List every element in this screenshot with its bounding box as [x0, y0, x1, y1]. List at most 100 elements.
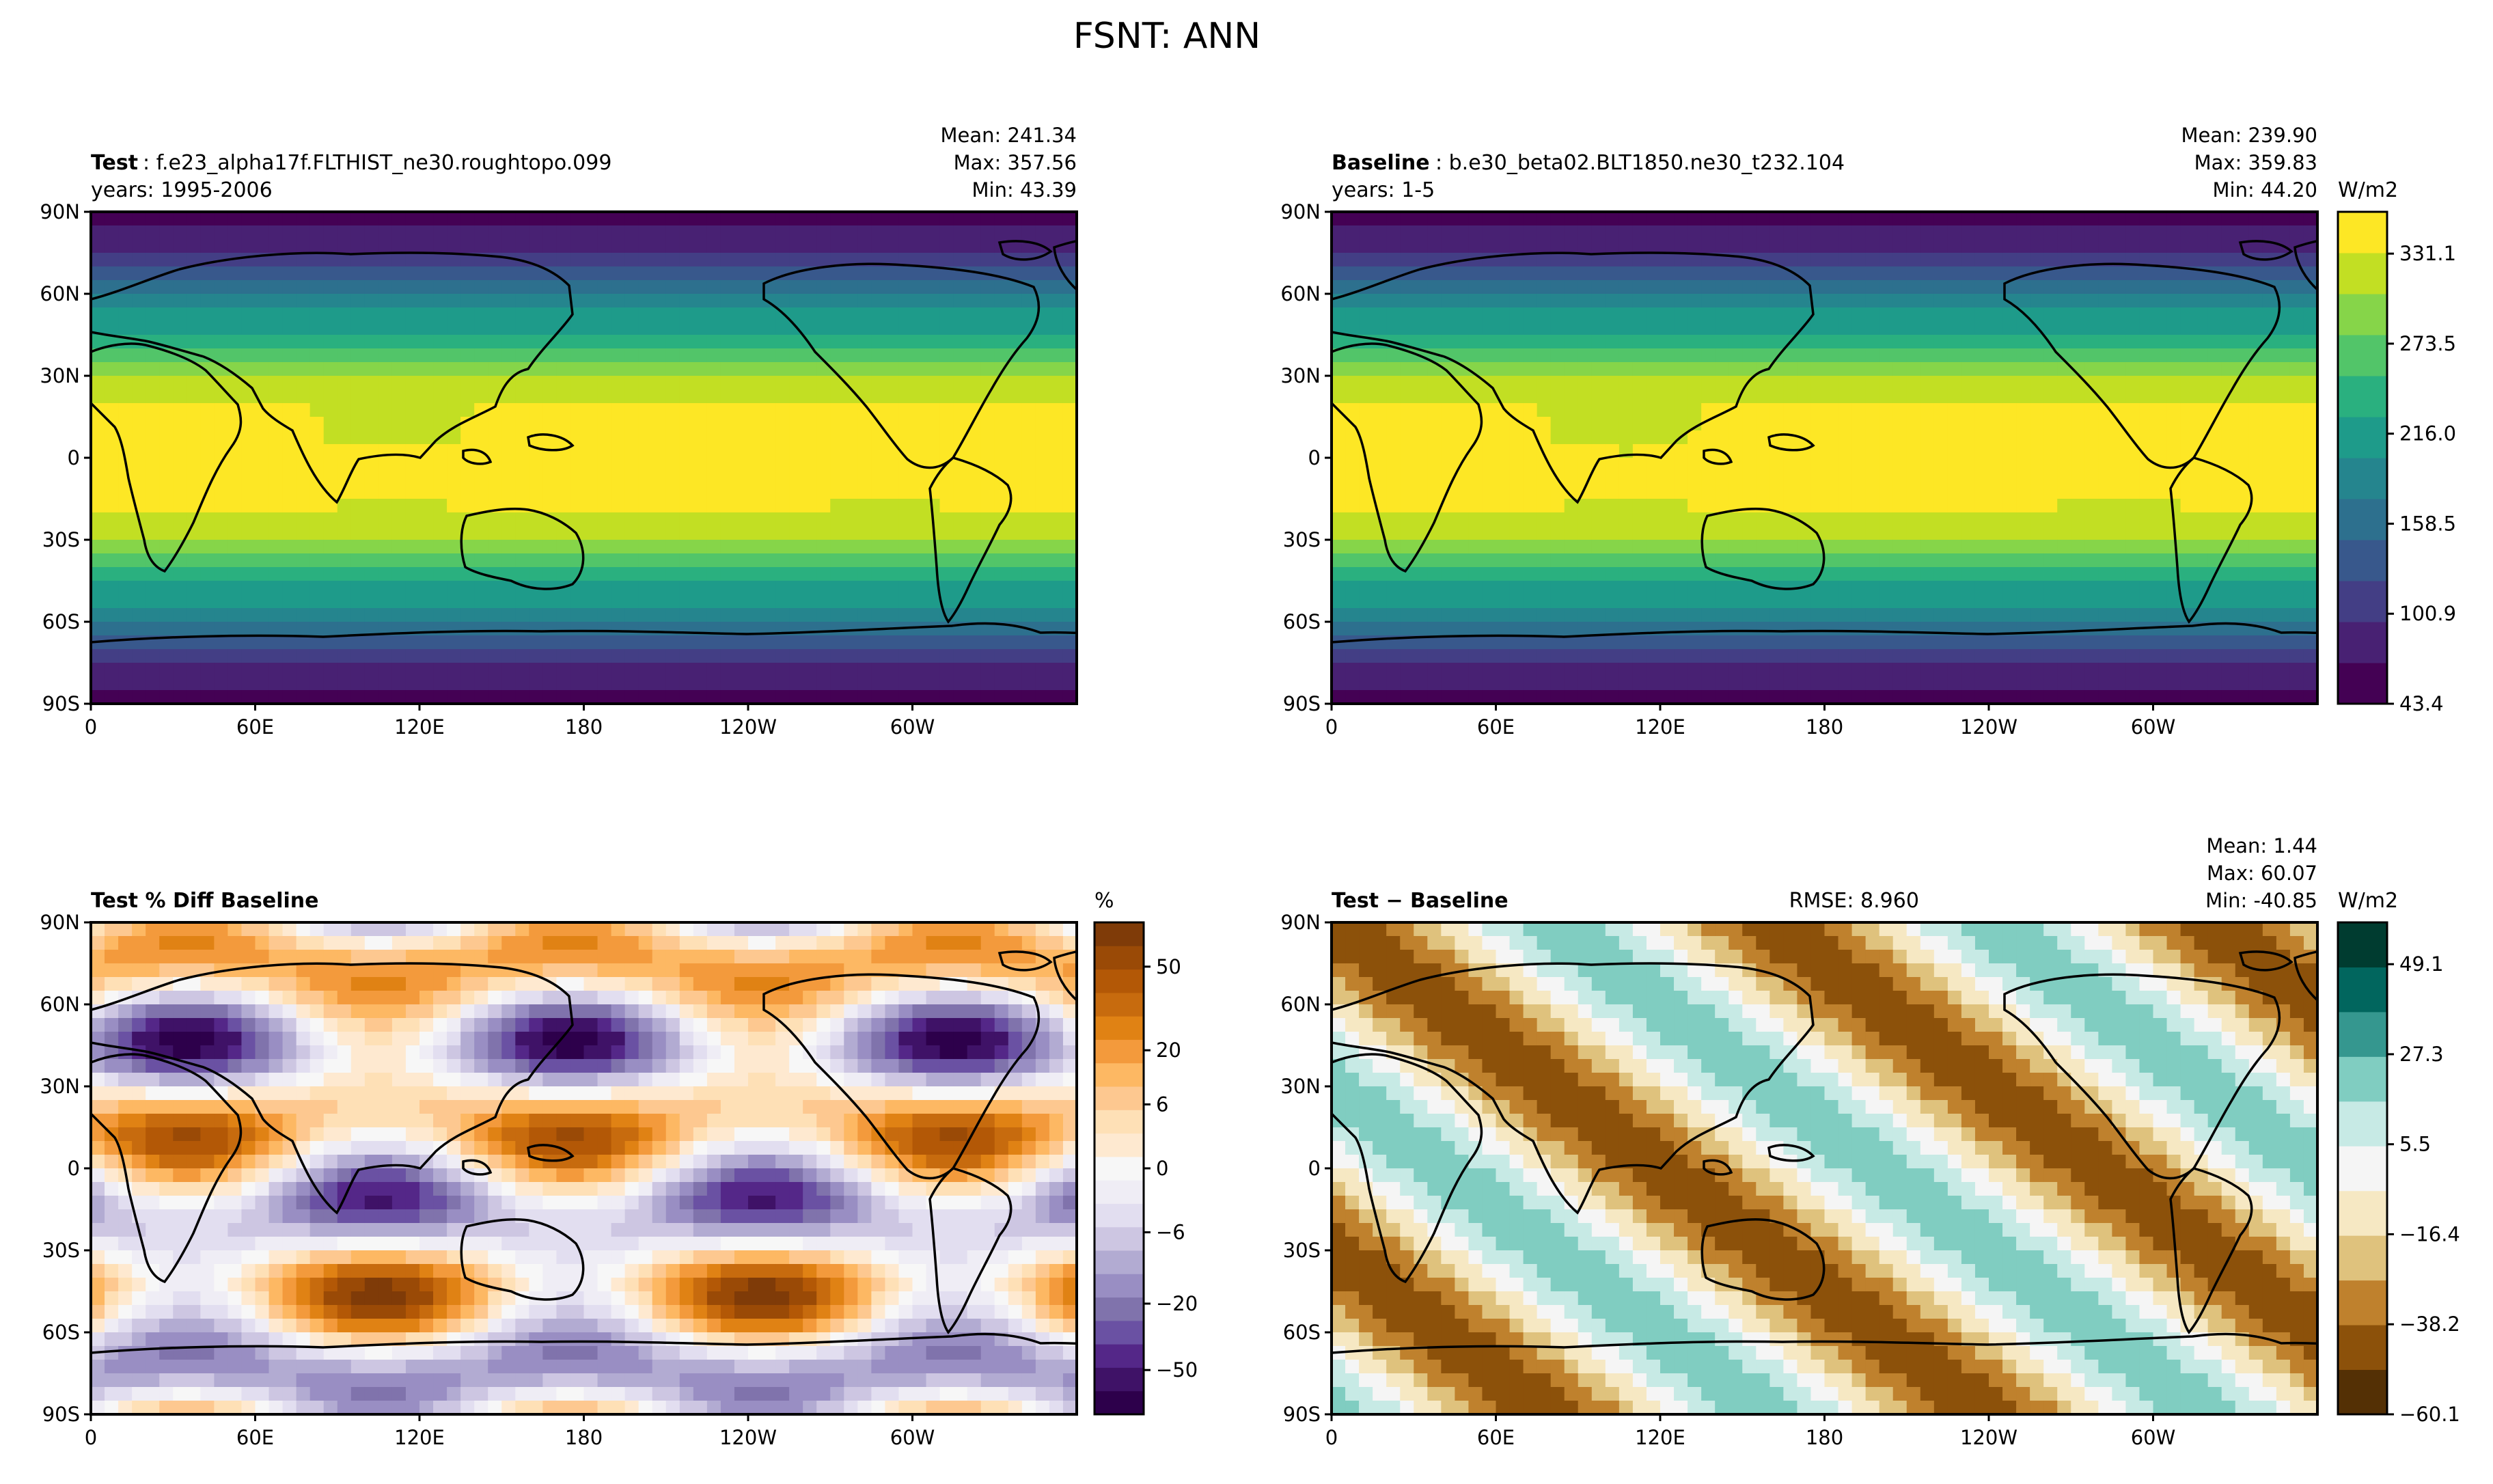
colorbar-swatch — [2338, 458, 2387, 499]
colorbar-frame — [2337, 921, 2388, 1416]
lat-tick-label: 90S — [42, 1403, 80, 1426]
colorbar-swatch — [1094, 1133, 1144, 1157]
panel-title: Test — [91, 151, 138, 175]
colorbar-swatch — [2338, 376, 2387, 417]
lat-tick-label: 60N — [1280, 993, 1321, 1016]
colorbar-swatch — [2338, 1325, 2387, 1371]
lat-tick-label: 0 — [1308, 1157, 1321, 1180]
colorbar-swatch — [1094, 1086, 1144, 1110]
lat-tick-label: 30N — [1280, 1075, 1321, 1098]
lon-tick-label: 180 — [565, 1426, 603, 1449]
stat-label: Max: 359.83 — [2194, 151, 2317, 174]
colorbar-tick-label: 100.9 — [2399, 602, 2456, 625]
colorbar-tick-label: 0 — [1156, 1157, 1168, 1180]
stat-label: Mean: 241.34 — [941, 124, 1077, 147]
colorbar-tick-label: 49.1 — [2399, 952, 2444, 976]
map-field — [1332, 212, 2317, 704]
colorbar-swatch — [1094, 1320, 1144, 1345]
panel-title: Test % Diff Baseline — [91, 889, 319, 913]
lon-tick-label: 60W — [2131, 1426, 2176, 1449]
lat-tick-label: 30N — [40, 1075, 80, 1098]
colorbar-swatch — [1094, 1226, 1144, 1251]
colorbar-swatch — [1094, 1156, 1144, 1181]
lon-tick-label: 0 — [1325, 715, 1338, 739]
lat-tick-label: 90N — [40, 200, 80, 223]
colorbar-swatch — [2338, 417, 2387, 458]
lat-tick-label: 30S — [1283, 1239, 1321, 1262]
colorbar-unit: W/m2 — [2338, 889, 2398, 913]
lat-tick-label: 30N — [40, 364, 80, 387]
colorbar-frame — [2337, 210, 2388, 705]
stat-label: Mean: 1.44 — [2206, 834, 2317, 857]
stat-label: Max: 60.07 — [2207, 862, 2317, 885]
stat-label: Max: 357.56 — [954, 151, 1077, 174]
colorbar-swatch — [2338, 1101, 2387, 1146]
panel-title: Baseline — [1332, 151, 1430, 175]
lon-tick-label: 120E — [1635, 1426, 1685, 1449]
colorbar-swatch — [1094, 1039, 1144, 1064]
lon-tick-label: 0 — [1325, 1426, 1338, 1449]
colorbar-tick-label: 20 — [1156, 1039, 1181, 1062]
lat-tick-label: 90N — [1280, 911, 1321, 934]
lon-tick-label: 0 — [85, 715, 97, 739]
lon-tick-label: 60W — [890, 1426, 935, 1449]
colorbar-tick-label: −50 — [1156, 1358, 1198, 1382]
lat-tick-label: 60S — [1283, 1321, 1321, 1344]
colorbar-1: W/m2 331.1 273.5 216.0 158.5 100.9 43.4 — [2337, 178, 2456, 715]
lat-tick-label: 60N — [40, 993, 80, 1016]
lat-tick-label: 0 — [1308, 446, 1321, 469]
colorbar-swatch — [2338, 1190, 2387, 1236]
lat-tick-label: 60S — [42, 610, 80, 633]
stat-label: Min: 44.20 — [2213, 178, 2317, 202]
stat-label: Min: -40.85 — [2205, 889, 2317, 912]
colorbar-tick-label: 331.1 — [2399, 242, 2456, 265]
lon-tick-label: 120W — [1960, 715, 2017, 739]
lon-tick-label: 180 — [565, 715, 603, 739]
colorbar-swatch — [1094, 946, 1144, 970]
case-name: : f.e23_alpha17f.FLTHIST_ne30.roughtopo.… — [143, 151, 611, 175]
colorbar-tick-label: −38.2 — [2399, 1313, 2460, 1336]
lon-tick-label: 60W — [2131, 715, 2176, 739]
colorbar-swatch — [1094, 1180, 1144, 1204]
colorbar-swatch — [2338, 294, 2387, 335]
colorbar-swatch — [1094, 1110, 1144, 1134]
lon-tick-label: 60E — [236, 715, 274, 739]
colorbar-swatch — [2338, 1011, 2387, 1057]
lon-tick-label: 120E — [1635, 715, 1685, 739]
lon-tick-label: 60E — [1477, 715, 1515, 739]
lat-tick-label: 60S — [1283, 610, 1321, 633]
colorbar-swatch — [2338, 663, 2387, 704]
lat-tick-label: 90S — [1283, 1403, 1321, 1426]
colorbar-swatch — [2338, 335, 2387, 376]
lat-tick-label: 30N — [1280, 364, 1321, 387]
colorbar-swatch — [2338, 1146, 2387, 1192]
colorbar-tick-label: −20 — [1156, 1292, 1198, 1315]
colorbar-tick-label: 43.4 — [2399, 692, 2444, 715]
colorbar-swatch — [2338, 1056, 2387, 1102]
colorbar-swatch — [1094, 1297, 1144, 1321]
colorbar-swatch — [2338, 1369, 2387, 1415]
map-field — [1332, 922, 2317, 1414]
colorbar-swatch — [1094, 1203, 1144, 1228]
lat-tick-label: 30S — [42, 528, 80, 551]
lon-tick-label: 0 — [85, 1426, 97, 1449]
lat-tick-label: 0 — [68, 446, 80, 469]
lon-tick-label: 60E — [1477, 1426, 1515, 1449]
colorbar-swatch — [2338, 922, 2387, 967]
lon-tick-label: 120W — [1960, 1426, 2017, 1449]
colorbar-swatch — [1094, 969, 1144, 993]
colorbar-swatch — [2338, 967, 2387, 1013]
colorbar-swatch — [1094, 1062, 1144, 1087]
colorbar-3: W/m2 49.1 27.3 5.5 −16.4 −38.2 −60.1 — [2337, 889, 2460, 1426]
colorbar-swatch — [1094, 1250, 1144, 1274]
case-name: : b.e30_beta02.BLT1850.ne30_t232.104 — [1435, 151, 1845, 175]
colorbar-unit: W/m2 — [2338, 178, 2398, 202]
lat-tick-label: 0 — [68, 1157, 80, 1180]
lon-tick-label: 180 — [1806, 715, 1843, 739]
colorbar-swatch — [2338, 253, 2387, 294]
colorbar-tick-label: 6 — [1156, 1093, 1168, 1116]
lat-tick-label: 90N — [40, 911, 80, 934]
lat-tick-label: 30S — [1283, 528, 1321, 551]
colorbar-swatch — [2338, 622, 2387, 663]
